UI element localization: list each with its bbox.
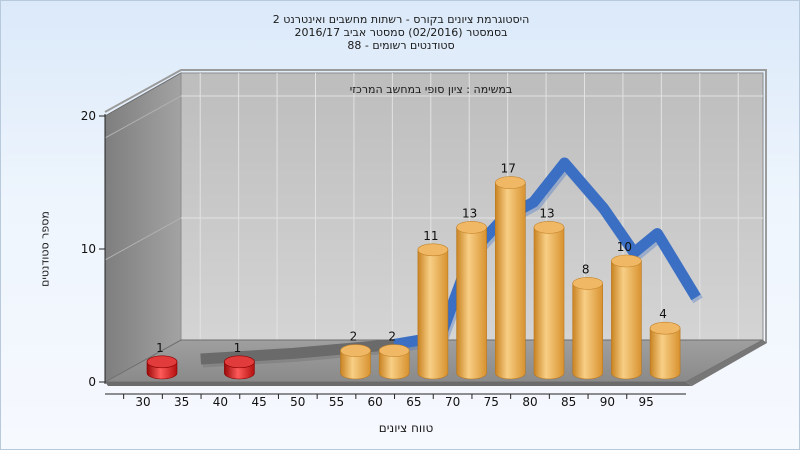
bar-top [224,355,255,369]
bar-value-label: 13 [462,206,477,220]
histogram-bar [456,221,487,380]
floor-edge [105,382,692,386]
bar-top [494,176,526,189]
x-tick-label: 95 [638,395,653,409]
histogram-bar [649,321,681,380]
x-tick-label: 75 [484,395,499,409]
bar-body [533,227,565,380]
x-tick-label: 55 [329,395,344,409]
x-tick-label: 45 [251,395,266,409]
bar-body [649,327,681,380]
chart-title-line-3: סטודנטים רשומים - 88 [347,39,455,52]
x-tick-label: 50 [290,395,305,409]
bar-body [611,260,642,380]
histogram-bar [340,344,371,380]
histogram-bar [378,344,410,380]
histogram-bar [146,355,178,380]
bar-value-label: 1 [234,341,242,355]
bar-top [533,221,565,234]
histogram-bar [417,243,449,380]
x-tick-label: 70 [445,395,460,409]
histogram-bar [224,355,255,380]
chart-title-line-1: היסטוגרמת ציונים בקורס - רשתות מחשבים וא… [272,13,530,26]
floor-side-edge [686,340,767,386]
y-tick-label: 0 [88,375,96,389]
bar-body [456,227,487,380]
bar-value-label: 8 [582,262,590,276]
bar-value-label: 2 [388,330,396,344]
chart-title-line-2: בסמסטר (02/2016) סמסטר אביב 2016/17 [294,26,508,39]
histogram-bar [611,254,642,380]
bar-value-label: 2 [350,330,358,344]
gridline-left-wall [104,217,182,261]
gridline-left-wall [104,95,182,139]
x-tick-label: 80 [522,395,537,409]
bar-value-label: 11 [423,229,438,243]
left-wall [104,72,182,383]
y-tick-label: 20 [81,109,96,123]
trend-line [393,157,701,350]
x-tick-label: 40 [213,395,228,409]
bar-top [572,277,604,290]
chart-annotation: במשימה : ציון סופי במחשב המרכזי [349,83,513,96]
bar-value-label: 1 [156,341,164,355]
histogram-bar [494,176,526,380]
bar-top [456,221,487,234]
bar-value-label: 10 [617,240,632,254]
bar-value-label: 17 [501,162,516,176]
x-tick-label: 65 [406,395,421,409]
x-axis-label: טווח ציונים [378,421,434,435]
bar-top [417,243,449,257]
x-tick-label: 60 [368,395,383,409]
histogram-bar [572,277,604,380]
bar-body [378,350,410,380]
bar-body [340,350,371,380]
y-axis-label: מספר סטודנטים [38,211,52,287]
histogram-bar [533,221,565,380]
bar-top [611,254,642,268]
bar-top [649,321,681,335]
bar-top [340,344,371,357]
bar-body [417,249,449,380]
bar-body [495,182,526,380]
bar-value-label: 13 [539,206,554,220]
wall-frame [104,69,767,343]
bar-value-label: 4 [659,307,667,321]
bar-top [378,344,410,357]
y-tick-label: 10 [81,242,96,256]
x-tick-label: 90 [600,395,615,409]
x-tick-label: 85 [561,395,576,409]
x-tick-label: 30 [135,395,150,409]
bar-body [572,283,603,380]
bar-top [146,355,178,369]
x-tick-label: 35 [174,395,189,409]
